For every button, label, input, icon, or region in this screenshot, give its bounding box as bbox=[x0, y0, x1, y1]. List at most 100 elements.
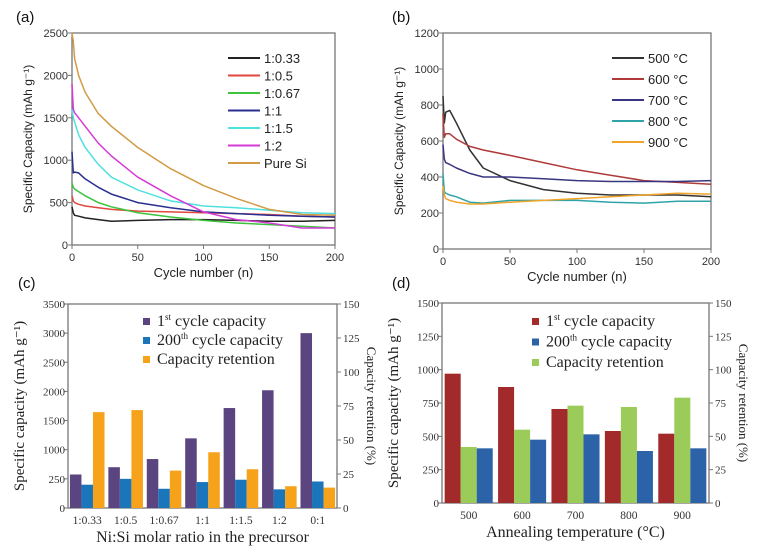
y2-tick-label: 50 bbox=[715, 431, 727, 443]
x-tick-label: 800 bbox=[620, 510, 638, 522]
bar-1st-cycle-capacity bbox=[498, 387, 515, 503]
series-line-3 bbox=[71, 151, 336, 218]
panel-label: (d) bbox=[392, 275, 410, 292]
bar-200th-cycle-capacity bbox=[119, 478, 132, 508]
bar-capacity-retention bbox=[169, 470, 182, 508]
y-tick-label: 2500 bbox=[43, 357, 66, 369]
y-tick-label: 1500 bbox=[43, 416, 66, 428]
legend-label: 1st cycle capacity bbox=[157, 312, 266, 330]
bar-1st-cycle-capacity bbox=[223, 408, 236, 508]
series-line-6 bbox=[71, 32, 336, 217]
x-tick-label: 1:0.33 bbox=[73, 515, 102, 527]
x-tick-label: 150 bbox=[635, 256, 653, 268]
bar-200th-cycle-capacity bbox=[583, 434, 600, 503]
legend-label: 700 °C bbox=[648, 93, 688, 108]
legend-label-base: Capacity retention bbox=[546, 354, 664, 371]
x-tick-label: 1:1 bbox=[195, 515, 210, 527]
bar-capacity-retention bbox=[246, 469, 259, 508]
legend-label: 1:2 bbox=[264, 139, 282, 154]
x-tick-label: 100 bbox=[194, 252, 212, 264]
x-axis-label: Cycle number (n) bbox=[154, 265, 254, 280]
bar-1st-cycle-capacity bbox=[551, 409, 568, 503]
legend-label-base: 200 bbox=[546, 334, 570, 351]
y-axis-label: Specific Capacity (mAh g⁻¹) bbox=[392, 67, 406, 215]
x-tick-label: 0 bbox=[440, 256, 446, 268]
panel-b: (b) 0 50 100 150 200 0 200 400 600 800 1000 1200 Cycl… bbox=[392, 9, 720, 284]
bar-1st-cycle-capacity bbox=[185, 438, 197, 508]
legend-label: 1:0.33 bbox=[264, 51, 300, 66]
y-tick-label: 1500 bbox=[44, 113, 68, 125]
legend-label: 800 °C bbox=[648, 114, 688, 129]
series-line-4 bbox=[442, 185, 712, 205]
bar-200th-cycle-capacity bbox=[636, 451, 653, 503]
y2-tick-label: 75 bbox=[715, 398, 727, 410]
series-line-1 bbox=[442, 113, 712, 185]
legend-label: 1:1 bbox=[264, 104, 282, 119]
y-tick-label: 0 bbox=[434, 498, 440, 510]
y2-tick-label: 0 bbox=[343, 503, 349, 515]
bar-capacity-retention bbox=[323, 487, 336, 508]
y-tick-label: 400 bbox=[421, 172, 439, 184]
bar-capacity-retention bbox=[674, 397, 691, 503]
x-tick-label: 1:0.5 bbox=[114, 515, 138, 527]
bar-200th-cycle-capacity bbox=[235, 479, 247, 508]
bar-capacity-retention bbox=[285, 486, 297, 508]
bar-200th-cycle-capacity bbox=[476, 448, 493, 503]
bar-1st-cycle-capacity bbox=[658, 433, 675, 503]
bar-200th-cycle-capacity bbox=[196, 482, 209, 508]
x-tick-label: 600 bbox=[513, 510, 531, 522]
y-tick-label: 750 bbox=[423, 398, 440, 410]
panel-c: (c)0250100015002000250030003500025507510… bbox=[12, 275, 379, 546]
bar-1st-cycle-capacity bbox=[604, 431, 621, 503]
legend-label: 200th cycle capacity bbox=[157, 331, 283, 349]
bar-1st-cycle-capacity bbox=[262, 390, 274, 508]
legend-label: 900 °C bbox=[648, 135, 688, 150]
x-axis-label: Ni:Si molar ratio in the precursor bbox=[96, 529, 310, 546]
bar-200th-cycle-capacity bbox=[530, 439, 547, 503]
y-tick-label: 2500 bbox=[44, 28, 68, 40]
y-tick-label: 250 bbox=[49, 474, 66, 486]
panel-label: (b) bbox=[392, 9, 410, 26]
legend-label-base: 200 bbox=[157, 332, 181, 349]
x-tick-label: 100 bbox=[568, 256, 586, 268]
x-tick-label: 1:2 bbox=[272, 515, 287, 527]
bar-capacity-retention bbox=[514, 429, 531, 503]
x-tick-label: 150 bbox=[260, 252, 278, 264]
y-tick-label: 500 bbox=[50, 198, 68, 210]
y-tick-label: 1000 bbox=[43, 445, 66, 457]
series-line-3 bbox=[442, 173, 711, 204]
legend-label-sup: th bbox=[570, 333, 578, 343]
y2-tick-label: 25 bbox=[343, 469, 355, 481]
y-tick-label: 3500 bbox=[43, 299, 66, 311]
bar-200th-cycle-capacity bbox=[690, 448, 707, 503]
y-tick-label: 3000 bbox=[43, 328, 66, 340]
y-tick-label: 250 bbox=[423, 465, 440, 477]
x-axis-label: Cycle number (n) bbox=[527, 269, 627, 284]
x-tick-label: 500 bbox=[460, 510, 478, 522]
bar-capacity-retention bbox=[620, 407, 637, 503]
y-tick-label: 0 bbox=[60, 503, 66, 515]
legend-label: 1:0.67 bbox=[264, 86, 300, 101]
legend-label: Capacity retention bbox=[546, 354, 664, 371]
y-tick-label: 1000 bbox=[44, 155, 68, 167]
x-tick-label: 0:1 bbox=[310, 515, 325, 527]
panel-label: (a) bbox=[16, 9, 34, 26]
legend-swatch bbox=[143, 318, 150, 325]
legend-swatch bbox=[143, 337, 150, 344]
x-tick-label: 0 bbox=[69, 252, 75, 264]
y-axis-label: Specific capacity (mAh g⁻¹) bbox=[12, 321, 28, 491]
legend-label-base: Capacity retention bbox=[157, 351, 275, 368]
bar-capacity-retention bbox=[208, 452, 220, 508]
y-axis-label: Specific capacity (mAh g⁻¹) bbox=[386, 318, 402, 488]
y2-tick-label: 125 bbox=[715, 331, 732, 343]
x-tick-label: 700 bbox=[567, 510, 585, 522]
y-tick-label: 0 bbox=[433, 244, 439, 256]
legend-label-rest: cycle capacity bbox=[171, 313, 266, 330]
y-tick-label: 1200 bbox=[415, 28, 439, 40]
legend-label-rest: cycle capacity bbox=[560, 313, 655, 330]
legend-label: 600 °C bbox=[648, 72, 688, 87]
series-line-2 bbox=[442, 144, 712, 183]
x-tick-label: 50 bbox=[504, 256, 516, 268]
series-line-5 bbox=[71, 83, 335, 229]
panel-a: (a)0 50 100 150 20005001000150020002500Cycle… bbox=[16, 9, 344, 280]
